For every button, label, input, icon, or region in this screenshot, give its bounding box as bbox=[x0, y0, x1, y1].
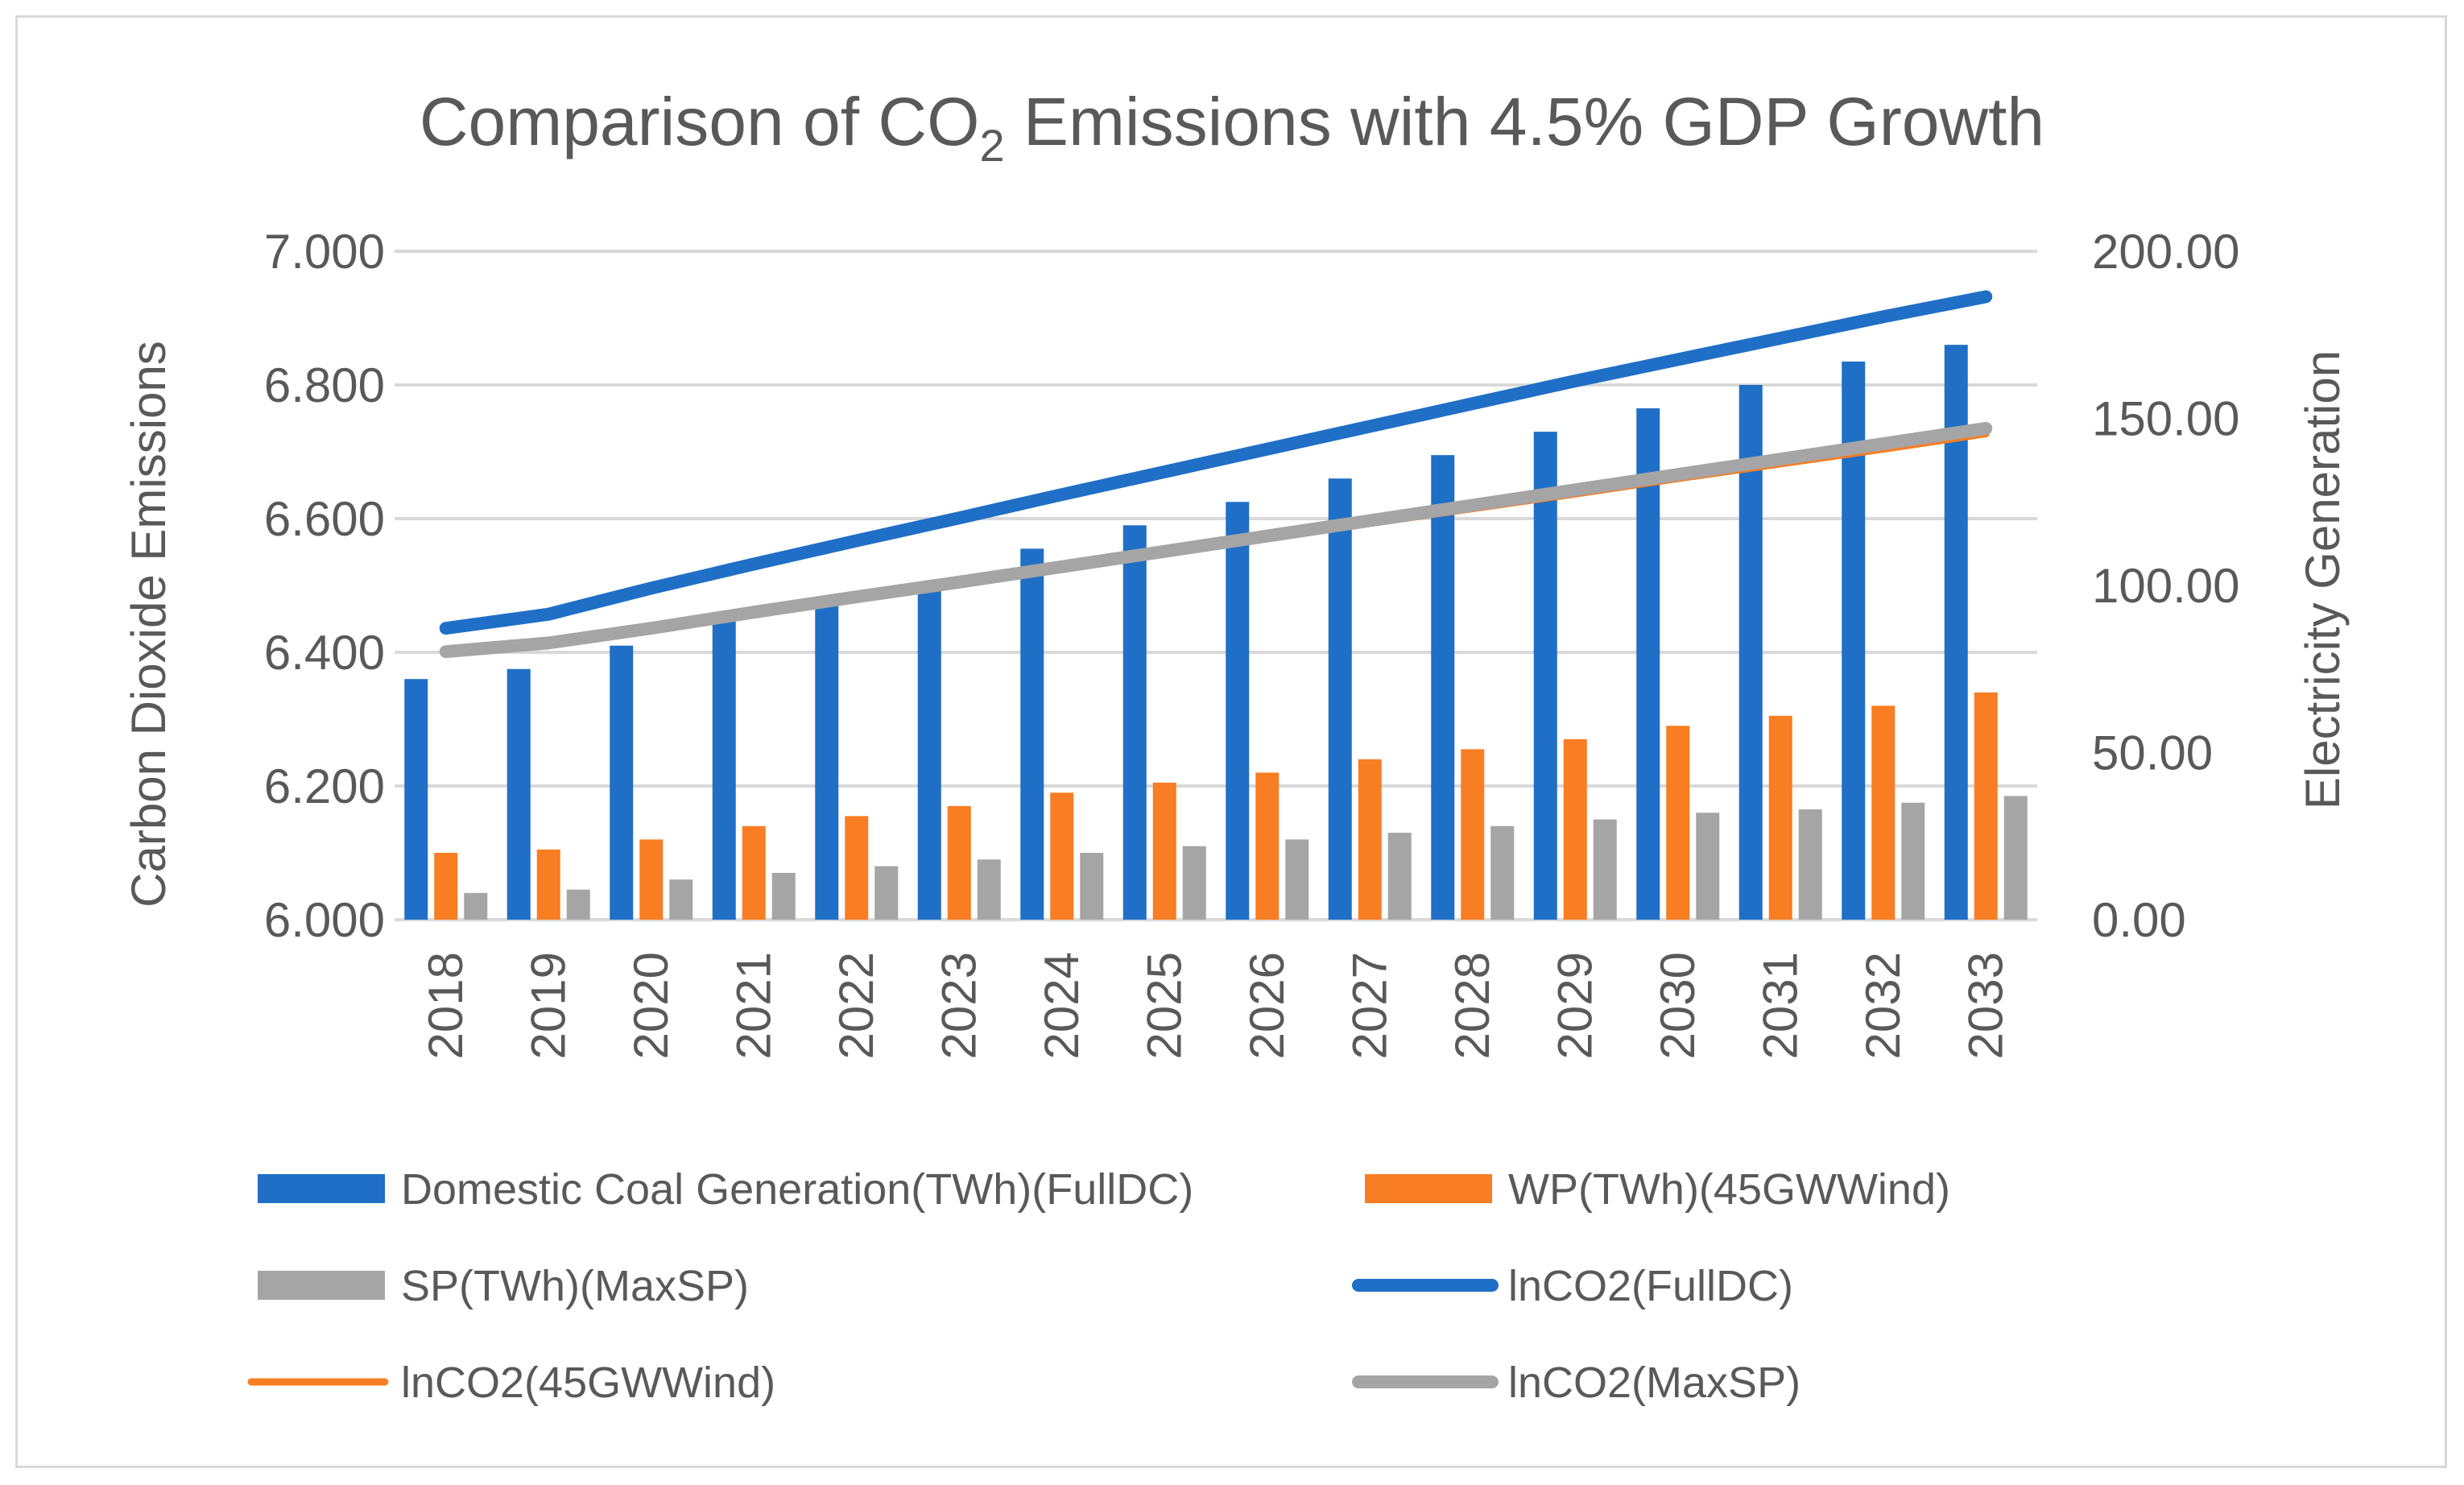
x-tick-label: 2022 bbox=[829, 952, 883, 1059]
x-tick-label: 2024 bbox=[1035, 952, 1089, 1059]
lines bbox=[439, 290, 1993, 659]
bar-1-2022 bbox=[845, 816, 869, 920]
y-tick-label: 6.200 bbox=[264, 759, 385, 813]
bar-0-2020 bbox=[610, 645, 634, 920]
bar-0-2030 bbox=[1636, 408, 1660, 920]
bar-0-2018 bbox=[404, 679, 428, 920]
bar-1-2021 bbox=[742, 825, 766, 920]
legend-swatch bbox=[258, 1271, 385, 1300]
x-tick-label: 2021 bbox=[726, 952, 780, 1059]
legend-label: SP(TWh)(MaxSP) bbox=[401, 1262, 749, 1310]
x-tick-label: 2028 bbox=[1445, 952, 1499, 1059]
x-tick-label: 2033 bbox=[1958, 952, 2012, 1059]
legend-label: lnCO2(FullDC) bbox=[1508, 1262, 1793, 1310]
bar-1-2033 bbox=[1974, 692, 1998, 920]
chart-title: Comparison of CO2 Emissions with 4.5% GD… bbox=[420, 84, 2044, 171]
bar-0-2028 bbox=[1431, 455, 1455, 920]
bar-0-2031 bbox=[1738, 385, 1763, 920]
x-tick-label: 2031 bbox=[1753, 952, 1807, 1059]
bar-1-2019 bbox=[536, 849, 560, 920]
y-axis-title: Carbon Dioxide Emissions bbox=[122, 341, 176, 908]
bar-1-2028 bbox=[1461, 749, 1485, 920]
bar-0-2029 bbox=[1533, 432, 1557, 920]
x-tick-label: 2032 bbox=[1856, 952, 1910, 1059]
bar-2-2024 bbox=[1080, 853, 1104, 920]
legend-label: Domestic Coal Generation(TWh)(FullDC) bbox=[401, 1165, 1193, 1214]
x-tick-label: 2030 bbox=[1651, 952, 1705, 1059]
y2-tick-label: 150.00 bbox=[2092, 392, 2240, 446]
y-tick-label: 6.400 bbox=[264, 626, 385, 680]
bar-2-2029 bbox=[1593, 819, 1617, 920]
legend-label: WP(TWh)(45GWWind) bbox=[1508, 1165, 1950, 1214]
bars bbox=[404, 345, 2028, 920]
bar-2-2031 bbox=[1798, 809, 1822, 920]
y-tick-label: 6.000 bbox=[264, 893, 385, 947]
legend-label: lnCO2(MaxSP) bbox=[1508, 1359, 1800, 1407]
x-tick-label: 2025 bbox=[1137, 952, 1191, 1059]
y2-tick-label: 200.00 bbox=[2092, 225, 2240, 279]
bar-1-2031 bbox=[1768, 715, 1792, 920]
bar-2-2028 bbox=[1490, 825, 1515, 920]
bar-1-2023 bbox=[947, 805, 971, 920]
bar-1-2029 bbox=[1563, 738, 1587, 920]
legend-swatch bbox=[258, 1174, 385, 1203]
y-tick-label: 7.000 bbox=[264, 225, 385, 279]
bar-0-2021 bbox=[712, 615, 736, 920]
bar-0-2025 bbox=[1122, 525, 1147, 920]
bar-2-2026 bbox=[1285, 839, 1309, 920]
bar-2-2021 bbox=[771, 872, 796, 920]
bar-1-2024 bbox=[1050, 792, 1074, 920]
bar-2-2019 bbox=[566, 889, 590, 920]
bar-0-2027 bbox=[1328, 478, 1352, 920]
legend-swatch bbox=[1365, 1174, 1492, 1203]
legend: Domestic Coal Generation(TWh)(FullDC) WP(… bbox=[247, 1165, 1950, 1407]
y-axis-ticks: 6.000 6.200 6.400 6.600 6.800 7.000 bbox=[264, 225, 385, 947]
bar-2-2023 bbox=[977, 859, 1001, 920]
y2-axis-ticks: 0.00 50.00 100.00 150.00 200.00 bbox=[2092, 225, 2240, 947]
bar-1-2020 bbox=[639, 839, 664, 920]
y2-tick-label: 100.00 bbox=[2092, 559, 2240, 613]
bar-0-2019 bbox=[506, 668, 531, 920]
bar-2-2027 bbox=[1387, 833, 1412, 920]
bar-0-2022 bbox=[815, 598, 839, 920]
x-tick-label: 2027 bbox=[1342, 952, 1396, 1059]
x-tick-label: 2020 bbox=[624, 952, 678, 1059]
bar-2-2033 bbox=[2003, 796, 2028, 920]
bar-2-2018 bbox=[464, 892, 488, 920]
legend-label: lnCO2(45GWWind) bbox=[401, 1359, 775, 1407]
line-series-0 bbox=[439, 290, 1993, 635]
bar-0-2023 bbox=[917, 581, 941, 920]
bar-2-2025 bbox=[1182, 846, 1206, 920]
bar-1-2030 bbox=[1666, 726, 1690, 920]
x-tick-label: 2018 bbox=[419, 952, 473, 1059]
x-tick-label: 2029 bbox=[1548, 952, 1602, 1059]
x-axis-ticks: 2018 2019 2020 2021 2022 2023 2024 2025 2026 2027… bbox=[419, 952, 2013, 1059]
bar-0-2024 bbox=[1020, 548, 1044, 920]
bar-1-2018 bbox=[434, 853, 458, 920]
bar-1-2025 bbox=[1152, 782, 1176, 920]
x-tick-label: 2019 bbox=[521, 952, 575, 1059]
bar-1-2026 bbox=[1255, 772, 1280, 920]
bar-2-2020 bbox=[669, 879, 693, 920]
y2-axis-title: Electricity Generation bbox=[2296, 350, 2350, 809]
bar-2-2030 bbox=[1696, 813, 1720, 920]
x-tick-label: 2023 bbox=[932, 952, 986, 1059]
y-tick-label: 6.800 bbox=[264, 358, 385, 412]
line-series-2 bbox=[439, 421, 1993, 659]
x-tick-label: 2026 bbox=[1240, 952, 1294, 1059]
bar-0-2026 bbox=[1226, 502, 1250, 920]
bar-1-2027 bbox=[1358, 759, 1382, 920]
y-tick-label: 6.600 bbox=[264, 492, 385, 546]
gridlines bbox=[395, 250, 2037, 921]
bar-2-2032 bbox=[1901, 802, 1925, 920]
y2-tick-label: 50.00 bbox=[2092, 726, 2213, 780]
bar-2-2022 bbox=[874, 866, 899, 920]
bar-1-2032 bbox=[1871, 705, 1896, 920]
y2-tick-label: 0.00 bbox=[2092, 893, 2186, 947]
